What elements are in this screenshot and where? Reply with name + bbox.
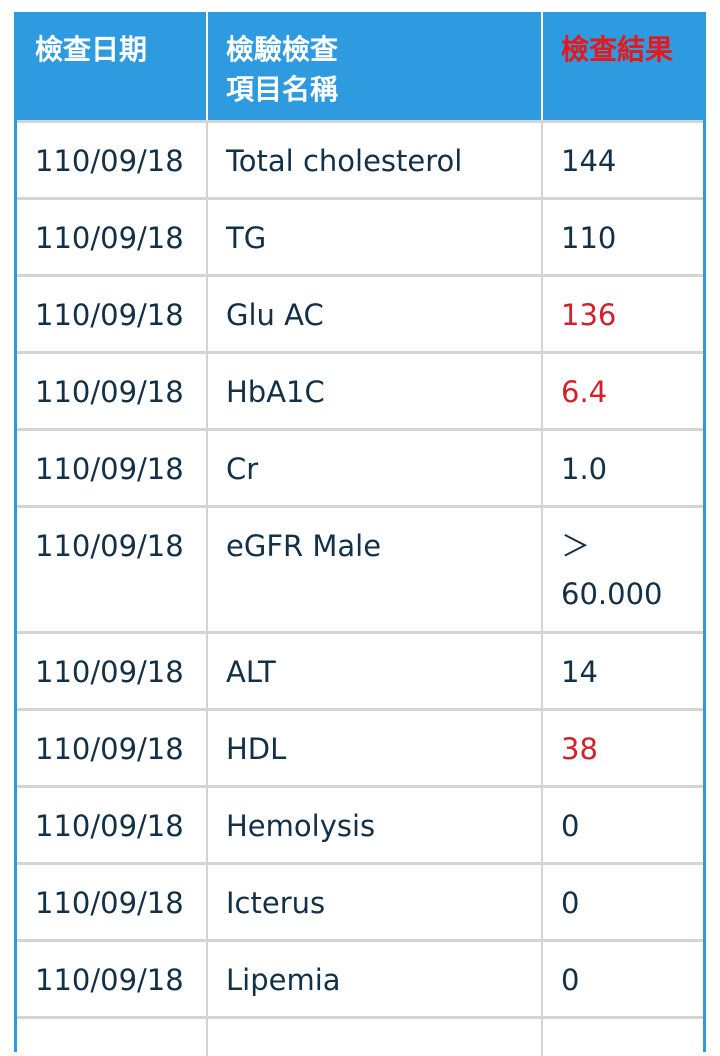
cell-result-abnormal: 136 bbox=[543, 274, 703, 351]
cell-date: 110/09/18 bbox=[17, 120, 208, 197]
cell-result: 0 bbox=[543, 939, 703, 1016]
cell-result-abnormal: 6.4 bbox=[543, 351, 703, 428]
cell-date: 110/09/18 bbox=[17, 428, 208, 505]
cell-date: 110/09/18 bbox=[17, 785, 208, 862]
cell-date: 110/09/18 bbox=[17, 505, 208, 631]
cell-item: ALT bbox=[208, 631, 543, 708]
table-row: 110/09/18 Total cholesterol 144 bbox=[17, 120, 703, 197]
table-row: 110/09/18 Cr 1.0 bbox=[17, 428, 703, 505]
table-header-row: 檢查日期 檢驗檢查 項目名稱 檢查結果 bbox=[17, 12, 703, 120]
cell-date: 110/09/18 bbox=[17, 862, 208, 939]
cell-result: 144 bbox=[543, 120, 703, 197]
header-result: 檢查結果 bbox=[543, 12, 703, 120]
table-row: 110/09/18 Hemolysis 0 bbox=[17, 785, 703, 862]
cell-item: Total cholesterol bbox=[208, 120, 543, 197]
table-row: 110/09/18 ALT 14 bbox=[17, 631, 703, 708]
cell-date: 110/09/18 bbox=[17, 351, 208, 428]
cell-date: 110/09/18 bbox=[17, 631, 208, 708]
cell-item: Hemolysis bbox=[208, 785, 543, 862]
lab-results-table: 檢查日期 檢驗檢查 項目名稱 檢查結果 110/09/18 Total chol… bbox=[17, 12, 703, 1056]
cell-result: 14 bbox=[543, 631, 703, 708]
cell-item: eGFR Male bbox=[208, 505, 543, 631]
cell-empty bbox=[17, 1016, 208, 1056]
cell-date: 110/09/18 bbox=[17, 939, 208, 1016]
cell-result: 1.0 bbox=[543, 428, 703, 505]
cell-result: ＞ 60.000 bbox=[543, 505, 703, 631]
cell-result: 0 bbox=[543, 862, 703, 939]
cell-date: 110/09/18 bbox=[17, 197, 208, 274]
cell-result: 0 bbox=[543, 785, 703, 862]
cell-date: 110/09/18 bbox=[17, 274, 208, 351]
table-row: 110/09/18 TG 110 bbox=[17, 197, 703, 274]
table-row: 110/09/18 Glu AC 136 bbox=[17, 274, 703, 351]
cell-item: Cr bbox=[208, 428, 543, 505]
table-row-partial bbox=[17, 1016, 703, 1056]
header-item-line1: 檢驗檢查 bbox=[226, 33, 339, 66]
cell-item: HDL bbox=[208, 708, 543, 785]
cell-item: Glu AC bbox=[208, 274, 543, 351]
cell-item: HbA1C bbox=[208, 351, 543, 428]
table-row: 110/09/18 eGFR Male ＞ 60.000 bbox=[17, 505, 703, 631]
header-item-line2: 項目名稱 bbox=[226, 73, 339, 106]
cell-date: 110/09/18 bbox=[17, 708, 208, 785]
table-row: 110/09/18 HDL 38 bbox=[17, 708, 703, 785]
cell-item: Lipemia bbox=[208, 939, 543, 1016]
cell-item: Icterus bbox=[208, 862, 543, 939]
lab-results-panel: 檢查日期 檢驗檢查 項目名稱 檢查結果 110/09/18 Total chol… bbox=[14, 12, 706, 1056]
cell-empty bbox=[208, 1016, 543, 1056]
cell-item: TG bbox=[208, 197, 543, 274]
table-row: 110/09/18 Lipemia 0 bbox=[17, 939, 703, 1016]
cell-result-abnormal: 38 bbox=[543, 708, 703, 785]
header-item-name: 檢驗檢查 項目名稱 bbox=[208, 12, 543, 120]
header-date: 檢查日期 bbox=[17, 12, 208, 120]
table-row: 110/09/18 Icterus 0 bbox=[17, 862, 703, 939]
cell-empty bbox=[543, 1016, 703, 1056]
table-row: 110/09/18 HbA1C 6.4 bbox=[17, 351, 703, 428]
cell-result: 110 bbox=[543, 197, 703, 274]
